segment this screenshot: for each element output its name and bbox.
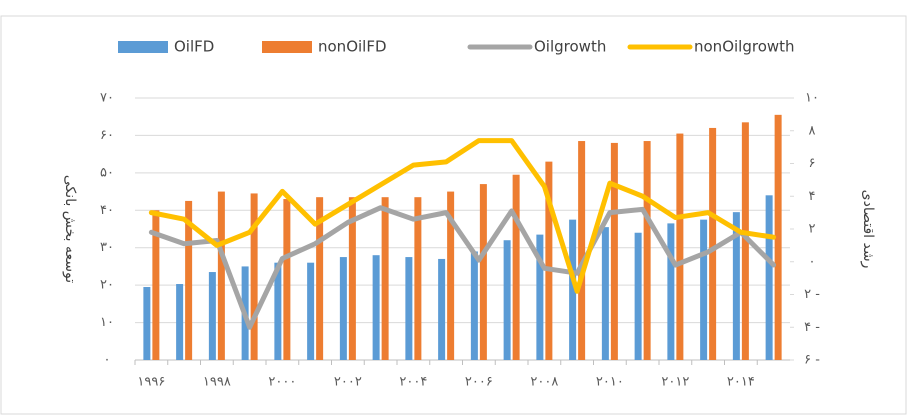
bar [143,287,150,360]
bar [602,227,609,360]
bar [513,175,520,360]
legend-label: nonOilgrowth [694,38,795,56]
y-tick-label: ۶۰ [100,128,114,143]
y-tick-label: ۵۰ [100,165,114,180]
bar [676,134,683,360]
legend-swatch [118,41,168,53]
y2-tick-label: ۶ - [804,353,820,368]
bar [373,255,380,360]
y2-tick-label: ۲ - [804,287,820,302]
x-tick-label: ۲۰۱۰ [596,375,624,390]
legend-swatch [262,41,312,53]
y2-tick-label: ۶ [809,156,816,171]
x-tick-label: ۲۰۰۶ [465,375,493,390]
y-tick-label: ۷۰ [100,91,114,106]
y2-tick-label: ۴ [809,189,816,204]
legend-label: OilFD [174,38,214,56]
bar [480,184,487,360]
bar [709,128,716,360]
x-tick-label: ۲۰۰۰ [268,375,296,390]
bar [578,141,585,360]
bar [405,257,412,360]
bar [700,220,707,360]
bar [176,284,183,360]
y-tick-label: ۴۰ [100,203,114,218]
bar [251,193,258,360]
x-tick-label: ۲۰۱۲ [661,375,689,390]
legend-label: nonOilFD [318,38,387,56]
bar [635,233,642,360]
x-tick-label: ۲۰۰۲ [334,375,362,390]
bar [340,257,347,360]
bar [414,197,421,360]
y-tick-label: ۰ [104,353,111,368]
x-tick-label: ۱۹۹۶ [137,375,165,390]
bar [382,197,389,360]
x-tick-label: ۲۰۱۴ [727,375,755,390]
bar [471,251,478,360]
bar [667,223,674,360]
x-tick-label: ۲۰۰۸ [530,375,558,390]
x-tick-label: ۲۰۰۴ [399,375,427,390]
y2-tick-label: ۲ [809,222,816,237]
x-tick-label: ۱۹۹۸ [203,375,231,390]
y-tick-label: ۱۰ [100,315,114,330]
bar [504,240,511,360]
y2-tick-label: ۸ [809,123,816,138]
bar [307,263,314,360]
y2-tick-label: ۴ - [804,320,820,335]
y-tick-label: ۳۰ [100,240,114,255]
bar [218,192,225,360]
y2-tick-label: ۱۰ [805,91,819,106]
y-tick-label: ۲۰ [100,278,114,293]
bar [766,195,773,360]
chart: توسعه بخش بانکی رشد اقتصادی ۰۱۰۲۰۳۰۴۰۵۰۶… [0,0,907,415]
bar [209,272,216,360]
y2-tick-label: ۰ [809,254,816,269]
bar [283,199,290,360]
y2-axis-title: رشد اقتصادی [860,190,876,269]
bar [644,141,651,360]
bar [438,259,445,360]
bar [611,143,618,360]
legend-label: Oilgrowth [534,38,606,56]
y-axis-title: توسعه بخش بانکی [62,175,78,283]
